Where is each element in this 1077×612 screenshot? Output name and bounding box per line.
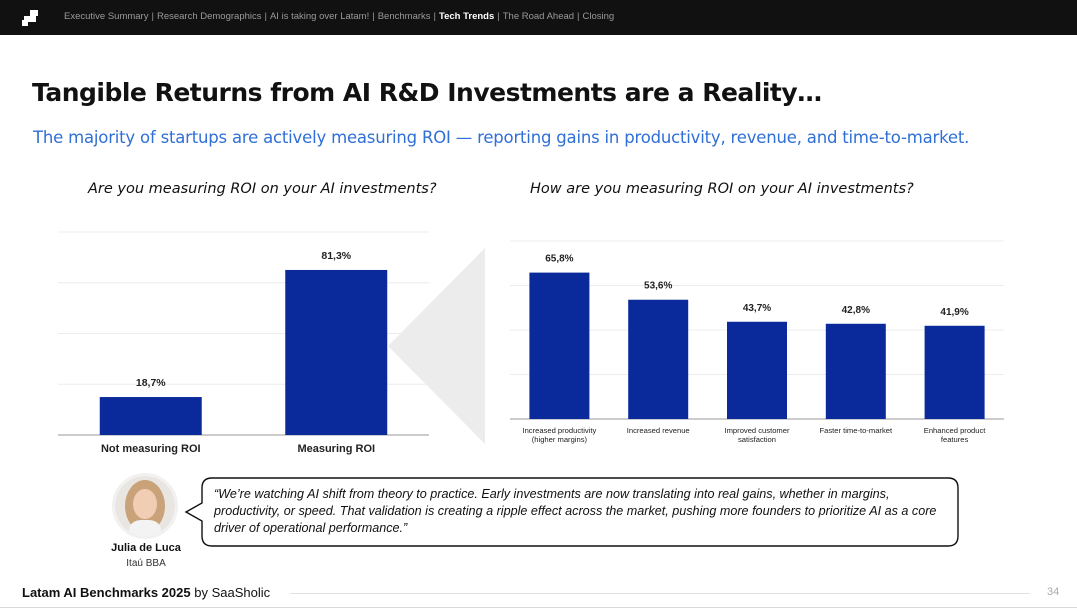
chart2-category-label: features <box>941 435 969 444</box>
chart2-question: How are you measuring ROI on your AI inv… <box>530 181 914 197</box>
chart1-question: Are you measuring ROI on your AI investm… <box>88 181 437 197</box>
quote-text: “We’re watching AI shift from theory to … <box>214 487 937 535</box>
chart1-value-label: 81,3% <box>321 250 351 262</box>
nav-item-research-demographics[interactable]: Research Demographics <box>156 11 262 22</box>
pixel-steps-logo-icon[interactable] <box>22 10 42 26</box>
nav-separator: | <box>372 11 375 22</box>
nav-item-closing[interactable]: Closing <box>582 11 615 22</box>
chart2-bar <box>628 299 689 419</box>
chart1-category-label: Measuring ROI <box>297 443 375 455</box>
page-number: 34 <box>1047 586 1060 598</box>
top-navigation-bar: Executive Summary | Research Demographics |… <box>0 0 1077 35</box>
person-avatar-icon <box>112 473 178 539</box>
chart2-category-label: Increased productivity <box>522 426 596 435</box>
nav-item-benchmarks[interactable]: Benchmarks <box>377 11 431 22</box>
chart2-category-label: satisfaction <box>738 435 776 444</box>
chart1-value-label: 18,7% <box>136 377 166 389</box>
chart1-bar <box>99 397 202 435</box>
page-subtitle: The majority of startups are actively me… <box>33 128 970 147</box>
chart2-value-label: 43,7% <box>743 303 771 314</box>
chart2-value-label: 42,8% <box>842 305 870 316</box>
chart2-bar <box>727 321 787 419</box>
footer-brand: Latam AI Benchmarks 2025 by SaaSholic <box>22 585 270 600</box>
chart2-bar <box>825 323 886 419</box>
nav-item-tech-trends[interactable]: Tech Trends <box>439 11 495 22</box>
chart2-bar <box>529 272 590 419</box>
nav-separator: | <box>497 11 500 22</box>
chart2-value-label: 65,8% <box>545 254 573 265</box>
chart2-category-label: Enhanced product <box>924 426 987 435</box>
section-breadcrumb-nav: Executive Summary | Research Demographics |… <box>64 11 614 22</box>
footer-divider <box>290 593 1030 594</box>
chart2-category-label: Faster time-to-market <box>820 426 893 435</box>
chart2-category-label: Increased revenue <box>627 426 690 435</box>
chart2-category-label: (higher margins) <box>532 435 588 444</box>
nav-item-executive-summary[interactable]: Executive Summary <box>64 11 149 22</box>
nav-separator: | <box>151 11 154 22</box>
bottom-divider <box>0 607 1077 608</box>
nav-separator: | <box>264 11 267 22</box>
quote-author-organization: Itaú BBA <box>126 558 166 569</box>
chart1-category-label: Not measuring ROI <box>101 443 201 455</box>
footer-brand-title: Latam AI Benchmarks 2025 <box>22 585 191 600</box>
quote-author-name: Julia de Luca <box>111 542 181 554</box>
chart2-value-label: 41,9% <box>940 307 968 318</box>
footer-brand-by: by SaaSholic <box>194 585 271 600</box>
page-title: Tangible Returns from AI R&D Investments… <box>32 78 822 107</box>
nav-item-the-road-ahead[interactable]: The Road Ahead <box>502 11 575 22</box>
nav-separator: | <box>577 11 580 22</box>
chart2-category-label: Improved customer <box>725 426 790 435</box>
chart2-bar <box>924 325 985 419</box>
nav-separator: | <box>433 11 436 22</box>
nav-item-ai-is-taking-over-latam[interactable]: AI is taking over Latam! <box>269 11 370 22</box>
chart2-value-label: 53,6% <box>644 281 672 292</box>
chart1-bar <box>285 269 388 435</box>
